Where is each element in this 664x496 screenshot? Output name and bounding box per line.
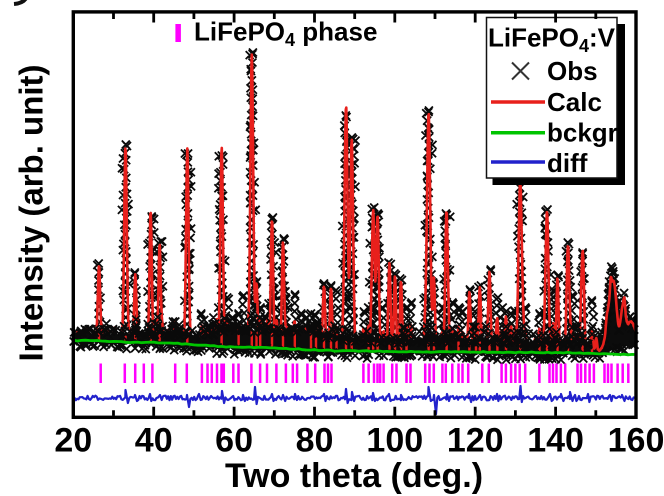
svg-text:100: 100 (366, 422, 423, 460)
svg-text:diff: diff (547, 148, 588, 178)
svg-text:60: 60 (215, 422, 253, 460)
svg-text:20: 20 (54, 422, 92, 460)
svg-text:160: 160 (608, 422, 664, 460)
svg-text:Two theta (deg.): Two theta (deg.) (225, 457, 483, 495)
svg-text:80: 80 (296, 422, 334, 460)
svg-text:120: 120 (447, 422, 504, 460)
svg-text:140: 140 (527, 422, 584, 460)
svg-text:Calc: Calc (547, 87, 602, 117)
svg-text:LiFePO4:V: LiFePO4:V (488, 23, 616, 57)
svg-text:40: 40 (135, 422, 173, 460)
svg-text:Obs: Obs (547, 56, 598, 86)
svg-text:bckgr: bckgr (547, 118, 618, 148)
svg-text:Intensity (arb. unit): Intensity (arb. unit) (13, 65, 50, 362)
